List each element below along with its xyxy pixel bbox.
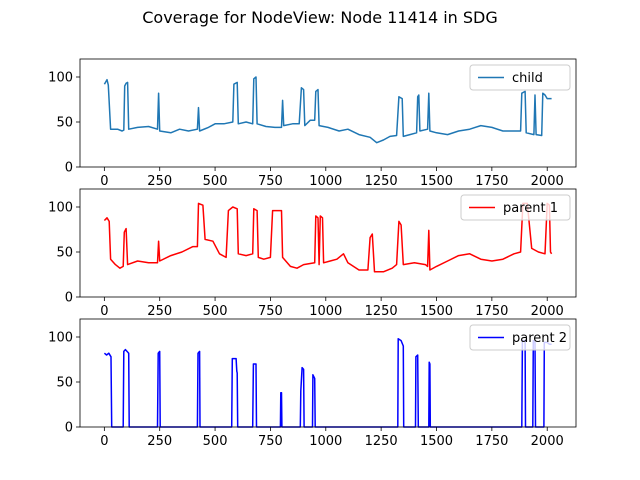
- x-tick-label: 500: [203, 174, 228, 189]
- legend-box: [469, 324, 571, 351]
- y-tick-label: 100: [48, 71, 73, 86]
- x-tick-label: 1500: [420, 304, 453, 319]
- x-tick-label: 2000: [531, 434, 564, 449]
- x-tick-label: 1750: [475, 434, 508, 449]
- series-line: [103, 202, 553, 273]
- x-tick-label: 500: [203, 304, 228, 319]
- x-tick-label: 1000: [309, 434, 342, 449]
- x-tick-label: 0: [100, 434, 108, 449]
- x-tick-label: 750: [258, 434, 283, 449]
- x-tick-label: 250: [147, 304, 172, 319]
- y-tick-label: 0: [65, 421, 73, 436]
- x-tick-label: 750: [258, 174, 283, 189]
- x-tick-label: 1000: [309, 304, 342, 319]
- y-tick-label: 50: [56, 116, 73, 131]
- x-tick-label: 1750: [475, 174, 508, 189]
- x-tick-label: 1500: [420, 434, 453, 449]
- series-line: [103, 76, 552, 144]
- axes-frame: [79, 58, 577, 168]
- subplot-3: 0 250 500 750 1000 1250 1500 1750 2000 0 50 100 pare…: [48, 318, 577, 449]
- axes-frame: [79, 318, 577, 428]
- series-line: [103, 338, 552, 428]
- legend-label: parent 2: [512, 331, 567, 346]
- x-tick-label: 0: [100, 304, 108, 319]
- y-tick-label: 0: [65, 291, 73, 306]
- x-tick-label: 1250: [365, 304, 398, 319]
- x-tick-label: 1750: [475, 304, 508, 319]
- legend-box: [469, 64, 571, 91]
- x-tick-label: 250: [147, 434, 172, 449]
- y-tick-label: 0: [65, 161, 73, 176]
- x-tick-label: 0: [100, 174, 108, 189]
- y-tick-label: 100: [48, 201, 73, 216]
- y-tick-label: 50: [56, 246, 73, 261]
- x-tick-label: 1000: [309, 174, 342, 189]
- y-tick-label: 50: [56, 376, 73, 391]
- legend-label: child: [512, 71, 543, 86]
- x-tick-label: 750: [258, 304, 283, 319]
- x-tick-label: 2000: [531, 174, 564, 189]
- x-tick-label: 2000: [531, 304, 564, 319]
- x-tick-label: 250: [147, 174, 172, 189]
- legend-label: parent 1: [503, 201, 558, 216]
- figure-title: Coverage for NodeView: Node 11414 in SDG: [142, 8, 498, 27]
- y-tick-label: 100: [48, 331, 73, 346]
- x-tick-label: 1250: [365, 434, 398, 449]
- subplot-2: 0 250 500 750 1000 1250 1500 1750 2000 0 50 100 pare…: [48, 188, 577, 319]
- legend-box: [460, 194, 571, 221]
- subplot-1: 0 250 500 750 1000 1250 1500 1750 2000 0 50 100 chil…: [48, 58, 577, 189]
- x-tick-label: 1250: [365, 174, 398, 189]
- axes-frame: [79, 188, 577, 298]
- x-tick-label: 500: [203, 434, 228, 449]
- x-tick-label: 1500: [420, 174, 453, 189]
